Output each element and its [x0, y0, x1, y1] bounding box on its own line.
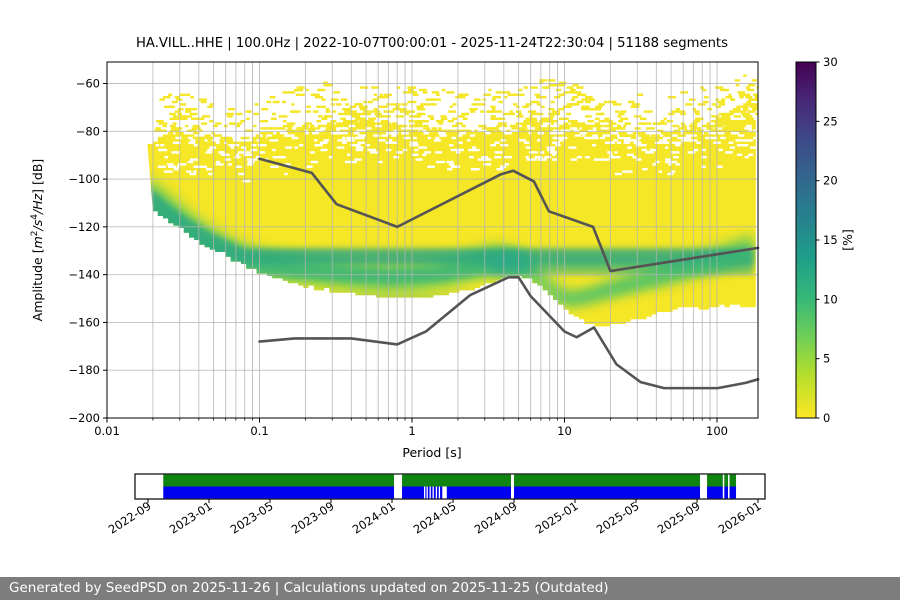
colorbar-tick-label: 25: [823, 114, 838, 128]
availability-blue-gap: [424, 486, 426, 499]
availability-blue-gap: [432, 486, 434, 499]
y-tick-label: −140: [68, 268, 100, 282]
availability-gap: [394, 474, 403, 499]
footer-bar: Generated by SeedPSD on 2025-11-26 | Cal…: [0, 577, 900, 600]
chart-title: HA.VILL..HHE | 100.0Hz | 2022-10-07T00:0…: [136, 36, 728, 51]
svg-text:Amplitude [m2/s4/Hz] [dB]: Amplitude [m2/s4/Hz] [dB]: [30, 159, 45, 322]
y-tick-label: −80: [76, 124, 100, 138]
availability-blue-bar: [163, 486, 737, 499]
y-tick-label: −200: [68, 411, 100, 425]
colorbar-tick-label: 5: [823, 352, 830, 366]
noise-model-lines: [258, 157, 760, 390]
timeline-tick-label: 2025-05: [594, 499, 642, 537]
timeline-tick-label: 2026-01: [716, 499, 764, 537]
colorbar-gradient: [795, 61, 817, 419]
availability-blue-gap: [426, 486, 428, 499]
y-tick-label: −60: [76, 77, 100, 91]
y-tick-label: −180: [68, 363, 100, 377]
footer-text: Generated by SeedPSD on 2025-11-26 | Cal…: [9, 580, 609, 596]
x-tick-label: 0.1: [250, 424, 268, 438]
x-tick-label: 0.01: [94, 424, 120, 438]
y-tick-label: −120: [68, 220, 100, 234]
timeline-tick-label: 2024-09: [472, 499, 520, 537]
y-tick-label: −160: [68, 315, 100, 329]
density-speckle-holes: [155, 117, 756, 183]
timeline-tick-label: 2024-01: [350, 499, 398, 537]
x-tick-label: 10: [557, 424, 572, 438]
colorbar-label: [%]: [840, 229, 855, 251]
timeline-tick-label: 2023-01: [167, 499, 215, 537]
availability-timeline: 2022-09 2023-01 2023-05 2023-09 2024-01 2024-…: [106, 473, 766, 537]
x-tick-label: 1: [408, 424, 415, 438]
colorbar-tick-label: 10: [823, 292, 838, 306]
availability-gap: [700, 474, 708, 499]
colorbar-tick-label: 0: [823, 411, 830, 425]
colorbar-tick-label: 20: [823, 174, 838, 188]
availability-gap: [511, 474, 515, 499]
availability-blue-gap: [442, 486, 447, 499]
density-speckle-outliers: [154, 74, 758, 152]
availability-green-bar: [163, 474, 737, 487]
y-tick-label: −100: [68, 172, 100, 186]
timeline-tick-label: 2022-09: [106, 499, 154, 537]
timeline-tick-label: 2023-09: [289, 499, 337, 537]
svg-text:[%]: [%]: [840, 229, 855, 251]
availability-gap: [722, 474, 725, 499]
timeline-tick-label: 2025-01: [533, 499, 581, 537]
availability-blue-gap: [429, 486, 431, 499]
low-noise-model-line: [258, 275, 760, 390]
y-axis-label: Amplitude [m2/s4/Hz] [dB]: [30, 159, 45, 322]
timeline-tick-label: 2024-05: [411, 499, 459, 537]
x-axis-label: Period [s]: [402, 445, 461, 460]
colorbar-tick-label: 30: [823, 55, 838, 69]
availability-blue-gap: [438, 486, 441, 499]
x-tick-label: 100: [706, 424, 728, 438]
high-noise-model-line: [258, 157, 760, 273]
availability-blue-gap: [435, 486, 438, 499]
availability-gap: [728, 474, 730, 499]
timeline-tick-label: 2025-09: [655, 499, 703, 537]
timeline-tick-label: 2023-05: [228, 499, 276, 537]
colorbar-tick-label: 15: [823, 233, 838, 247]
colorbar: 0 5 10 15 20 25 30: [795, 55, 838, 425]
